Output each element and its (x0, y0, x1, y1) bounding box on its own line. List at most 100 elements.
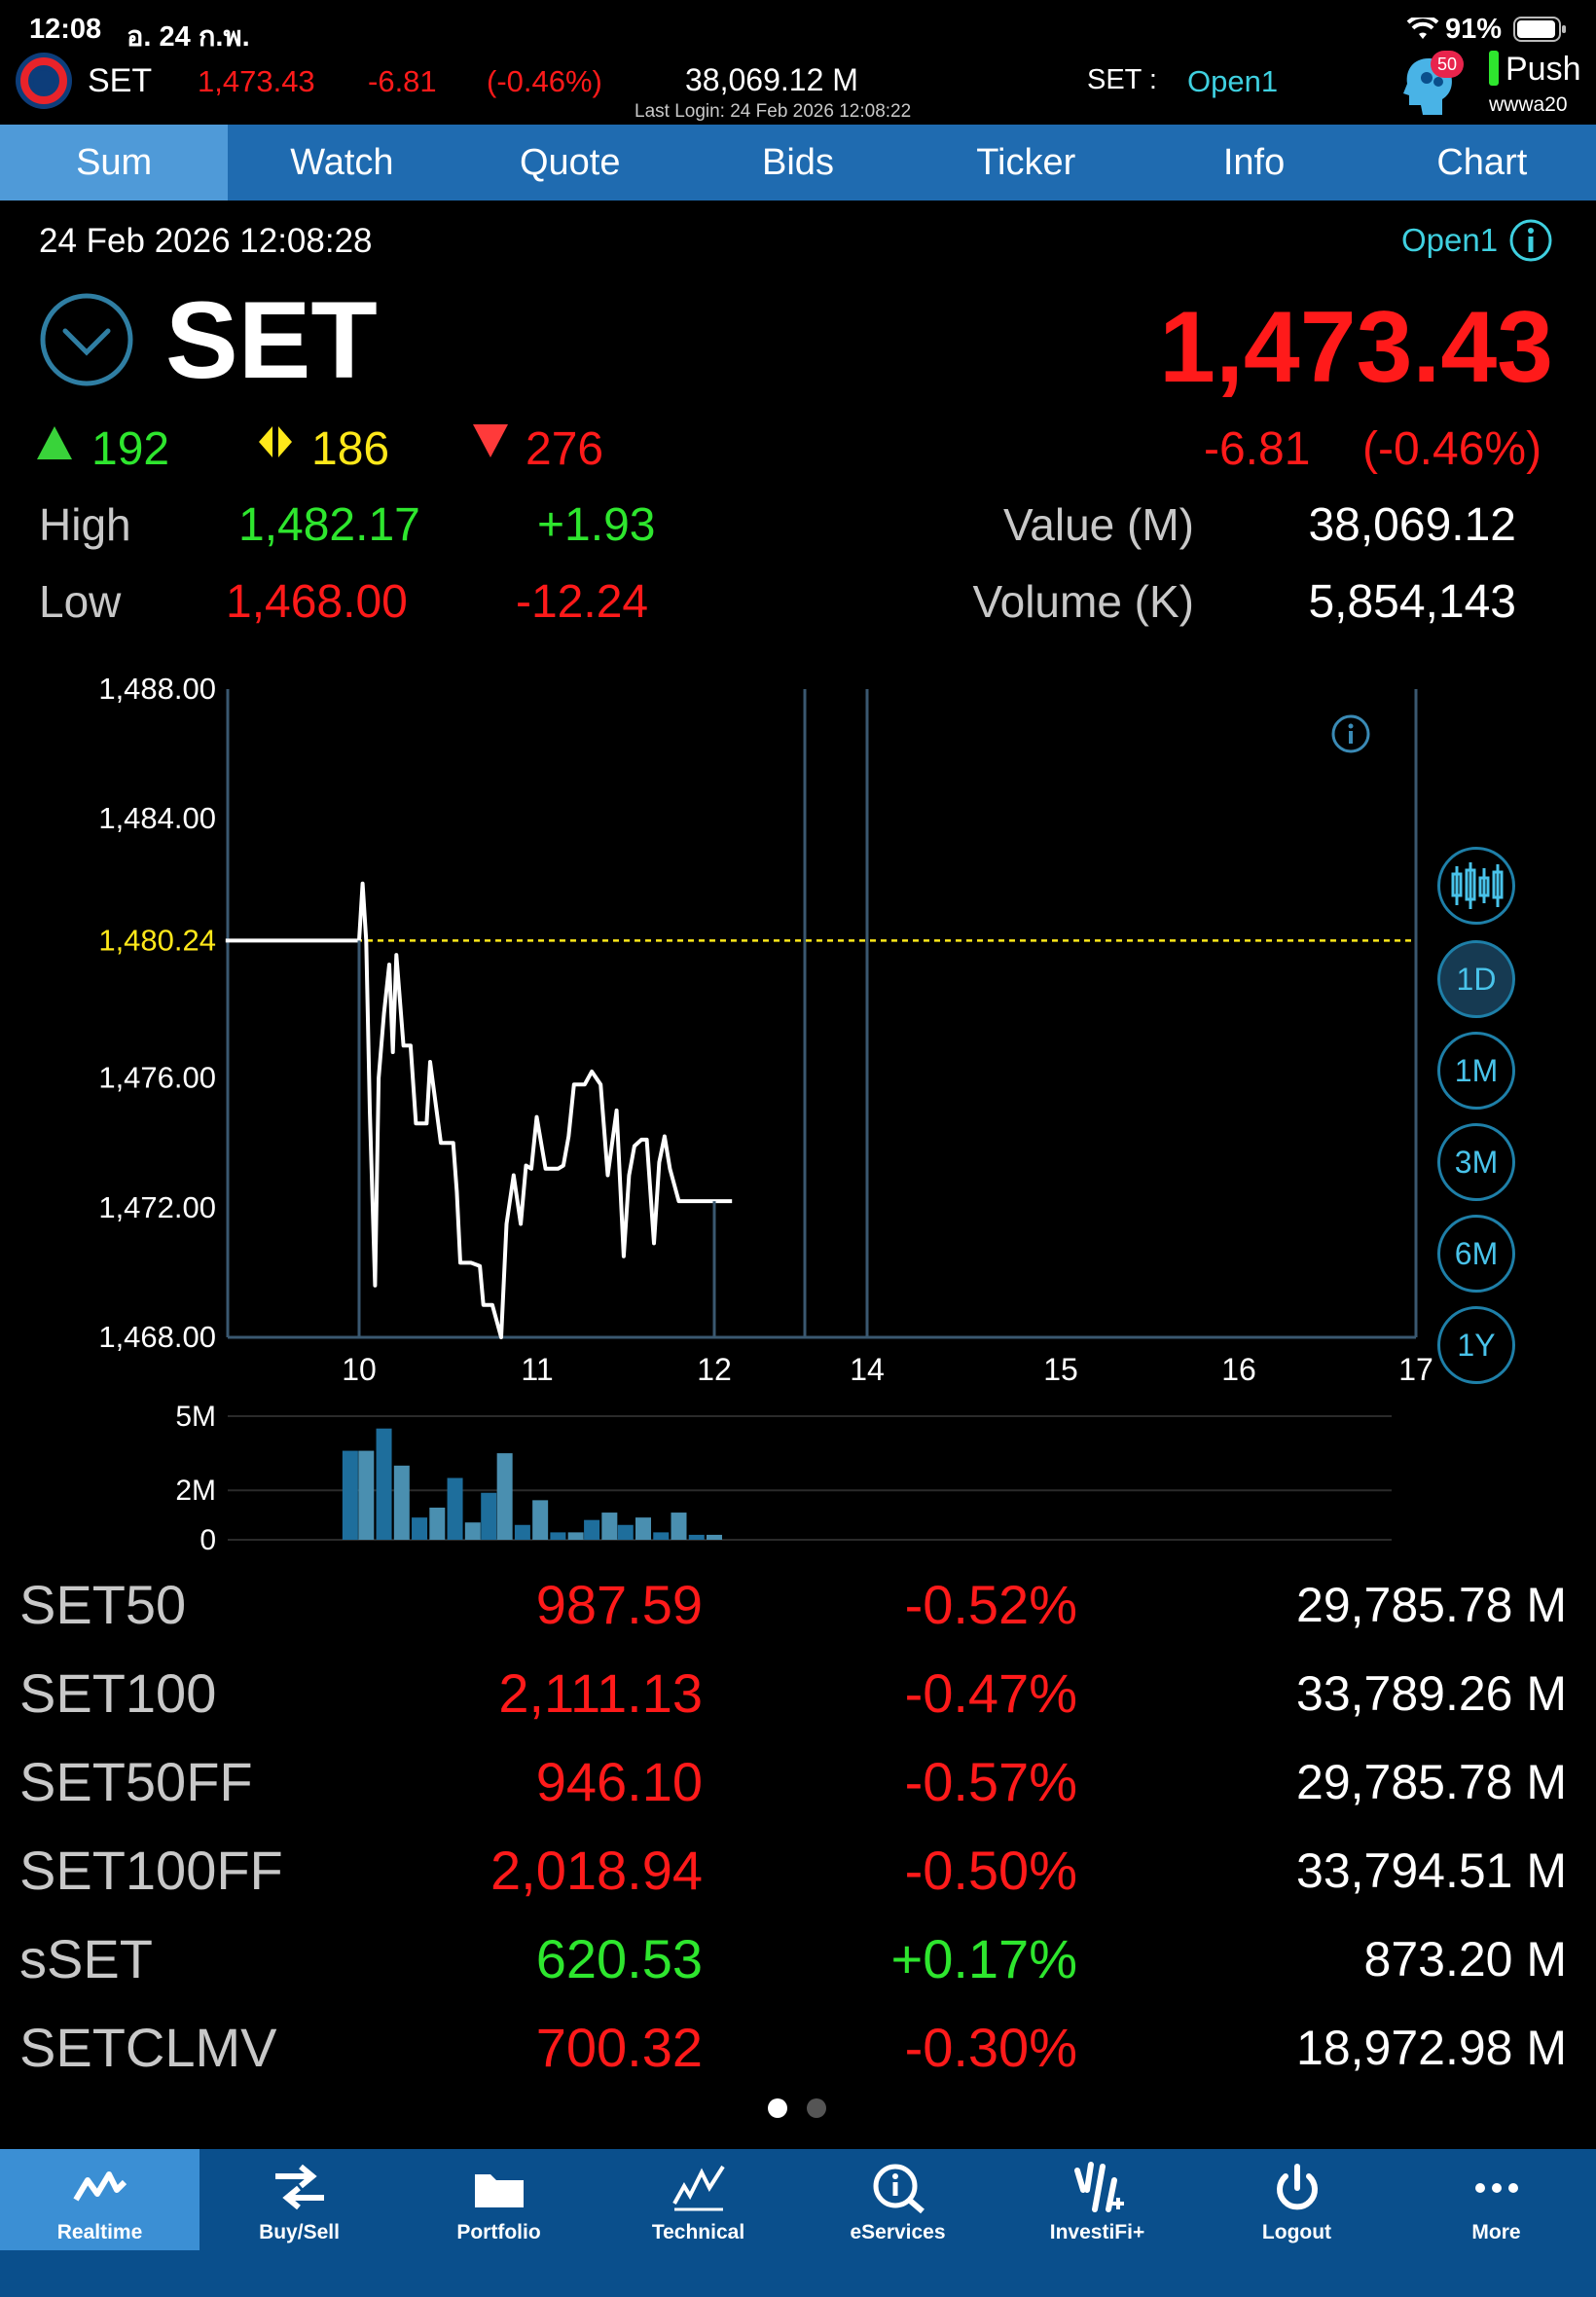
volume-label: Volume (K) (972, 576, 1194, 627)
tab-bids[interactable]: Bids (762, 141, 834, 183)
summary-name: SET (165, 279, 378, 401)
index-last: 2,111.13 (498, 1662, 703, 1724)
nav-more[interactable]: More (1396, 2149, 1596, 2250)
nav-investifi[interactable]: InvestiFi+ (998, 2149, 1197, 2250)
info-icon[interactable] (1508, 218, 1553, 263)
nav-label: InvestiFi+ (1049, 2221, 1145, 2243)
advance-arrow-icon (37, 426, 72, 459)
volume-chart: 5M 2M 0 (175, 1401, 1392, 1556)
volume-bar (412, 1517, 428, 1540)
x-tick-label: 12 (697, 1352, 732, 1387)
index-change-pct: +0.17% (890, 1928, 1078, 1989)
nav-eservices[interactable]: eServices (798, 2149, 998, 2250)
nav-portfolio[interactable]: Portfolio (399, 2149, 598, 2250)
index-name: SET100FF (19, 1840, 283, 1901)
y-tick-label: 1,484.00 (98, 801, 216, 835)
status-bar: 12:08 อ. 24 ก.พ. 91% (0, 0, 1596, 55)
x-tick-label: 11 (521, 1352, 553, 1387)
value-label: Value (M) (1003, 499, 1194, 550)
volume-bar (601, 1513, 618, 1540)
nav-logout[interactable]: Logout (1197, 2149, 1396, 2250)
index-row[interactable]: SET100FF 2,018.94 -0.50% 33,794.51 M (0, 1839, 1596, 1926)
summary-last: 1,473.43 (1159, 291, 1553, 404)
intraday-chart[interactable]: 1,488.00 1,484.00 1,476.00 1,472.00 1,468.00… (0, 662, 1596, 1557)
index-value: 29,785.78 M (1296, 1755, 1567, 1809)
volume-bar (671, 1513, 687, 1540)
nav-label: Realtime (56, 2221, 143, 2243)
index-row[interactable]: SET50FF 946.10 -0.57% 29,785.78 M (0, 1750, 1596, 1838)
candlestick-toggle-button[interactable] (1437, 847, 1515, 925)
tab-watch[interactable]: Watch (290, 141, 394, 183)
chart-y-axis: 1,488.00 1,484.00 1,476.00 1,472.00 1,468.00 (98, 672, 216, 1354)
index-change-pct: -0.57% (904, 1751, 1077, 1812)
volume-bar (707, 1534, 722, 1540)
market-header: SET 1,473.43 -6.81 (-0.46%) 38,069.12 M … (0, 39, 1596, 127)
index-last: 700.32 (535, 2017, 703, 2078)
timeframe-3m-button[interactable]: 3M (1437, 1123, 1515, 1201)
session-status: Open1 (1187, 64, 1279, 98)
x-tick-label: 14 (850, 1352, 885, 1387)
page-dot-active[interactable] (768, 2098, 787, 2118)
header-index-value: 1,473.43 (198, 64, 315, 98)
volume-amount: 5,854,143 (1308, 576, 1516, 628)
timeframe-1y-button[interactable]: 1Y (1437, 1306, 1515, 1384)
more-dots-icon (1474, 2183, 1518, 2193)
summary-session: Open1 (1401, 222, 1499, 258)
high-change: +1.93 (537, 499, 656, 551)
volume-bar (567, 1532, 584, 1540)
index-row[interactable]: SETCLMV 700.32 -0.30% 18,972.98 M (0, 2016, 1596, 2103)
notification-button[interactable]: 50 (1401, 47, 1469, 117)
volume-bar (358, 1450, 375, 1540)
volume-bar (447, 1477, 463, 1540)
tab-ticker[interactable]: Ticker (976, 141, 1076, 183)
tab-chart[interactable]: Chart (1436, 141, 1528, 183)
low-label: Low (39, 576, 122, 627)
tab-sum[interactable]: Sum (0, 125, 229, 201)
index-value: 33,794.51 M (1296, 1843, 1567, 1898)
user-id: wwwa20 (1489, 93, 1568, 116)
high-value: 1,482.17 (238, 499, 420, 551)
timeframe-6m-button[interactable]: 6M (1437, 1215, 1515, 1293)
unchanged-count: 186 (311, 423, 390, 475)
volume-bar (464, 1522, 481, 1540)
x-tick-label: 15 (1043, 1352, 1078, 1387)
index-row[interactable]: sSET 620.53 +0.17% 873.20 M (0, 1927, 1596, 2015)
bottom-nav: Realtime Buy/Sell Portfolio Technical eS… (0, 2149, 1596, 2297)
advances-count: 192 (91, 423, 170, 475)
wifi-icon (1406, 18, 1439, 39)
buy-sell-arrows-icon (274, 2164, 324, 2210)
nav-technical[interactable]: Technical (598, 2149, 798, 2250)
volume-bar (376, 1428, 392, 1540)
header-change-pct: (-0.46%) (487, 64, 602, 98)
header-market: SET (88, 62, 153, 99)
timeframe-1m-button[interactable]: 1M (1437, 1032, 1515, 1110)
tab-quote[interactable]: Quote (519, 141, 621, 183)
volume-bar (393, 1465, 410, 1540)
high-label: High (39, 499, 131, 550)
decline-arrow-icon (473, 424, 508, 457)
chevron-down-icon[interactable] (39, 292, 134, 387)
realtime-chart-icon (72, 2171, 127, 2202)
eservices-info-icon (873, 2164, 925, 2214)
timeframe-1d-button[interactable]: 1D (1437, 940, 1515, 1018)
y-tick-label: 1,476.00 (98, 1061, 216, 1095)
prev-close-label: 1,480.24 (98, 923, 216, 957)
index-last: 987.59 (535, 1574, 703, 1635)
volume-bar (429, 1507, 446, 1540)
nav-realtime[interactable]: Realtime (0, 2149, 200, 2250)
volume-y-tick-label: 5M (175, 1401, 216, 1433)
folder-icon (474, 2174, 524, 2207)
volume-bar (617, 1524, 634, 1540)
index-name: SET50FF (19, 1751, 253, 1812)
tab-info[interactable]: Info (1222, 141, 1286, 183)
nav-buy-sell[interactable]: Buy/Sell (200, 2149, 399, 2250)
index-name: SET100 (19, 1662, 217, 1724)
volume-bar (635, 1517, 651, 1540)
page-dot[interactable] (807, 2098, 826, 2118)
index-value: 33,789.26 M (1296, 1666, 1567, 1721)
index-row[interactable]: SET100 2,111.13 -0.47% 33,789.26 M (0, 1661, 1596, 1749)
investifi-icon (1073, 2162, 1124, 2212)
volume-bar (514, 1524, 530, 1540)
index-row[interactable]: SET50 987.59 -0.52% 29,785.78 M (0, 1573, 1596, 1660)
push-label[interactable]: Push (1505, 51, 1581, 88)
